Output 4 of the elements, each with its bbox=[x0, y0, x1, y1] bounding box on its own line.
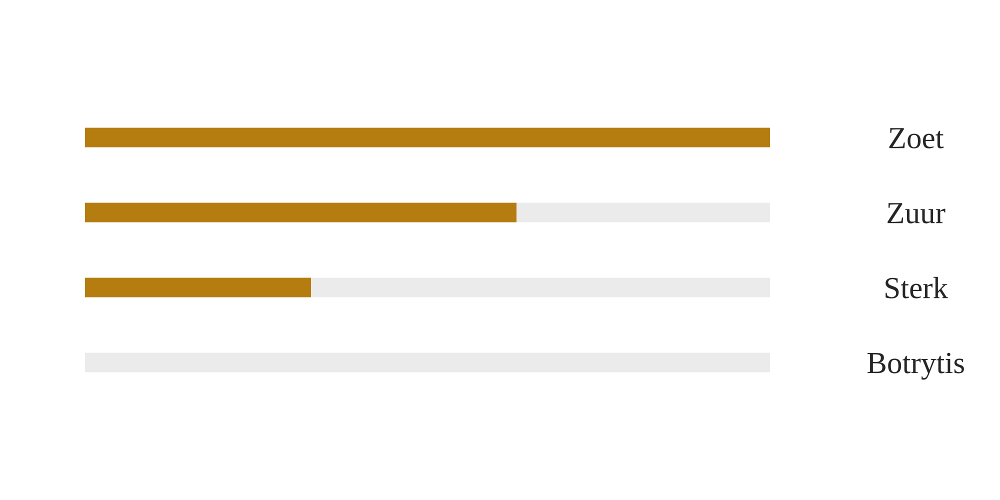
y-tick-label: Sterk bbox=[886, 276, 948, 298]
y-tick-label: Botrytis bbox=[867, 352, 964, 380]
y-tick-label: Zoet bbox=[889, 128, 944, 148]
y-tick-label: Zuur bbox=[888, 203, 946, 224]
